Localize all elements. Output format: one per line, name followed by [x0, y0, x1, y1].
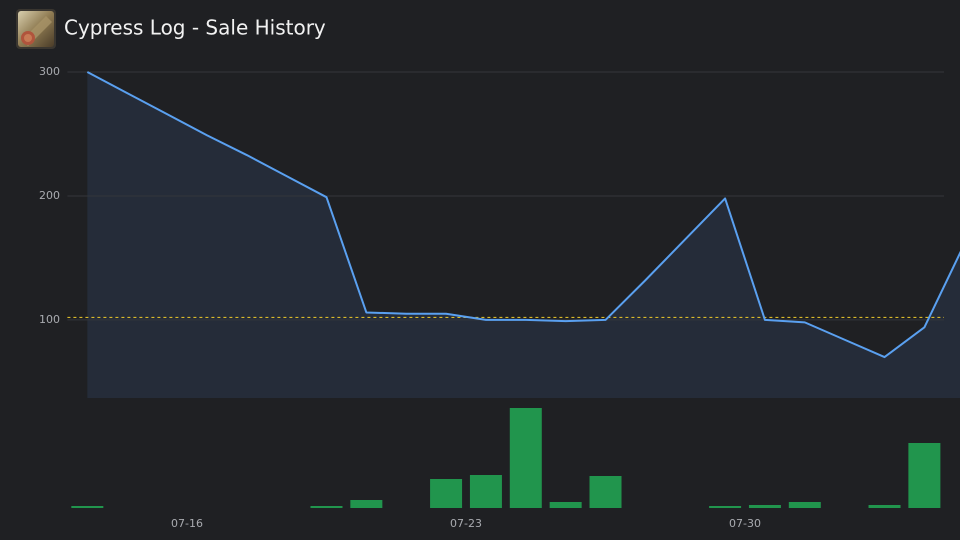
item-icon	[16, 9, 56, 49]
volume-bar	[589, 476, 622, 508]
volume-bar	[549, 502, 582, 508]
volume-bar	[868, 505, 901, 508]
volume-bar	[71, 506, 104, 508]
plot	[67, 71, 960, 508]
x-tick-label: 07-16	[171, 517, 203, 530]
volume-bar	[350, 500, 383, 508]
y-tick-label: 100	[39, 313, 60, 326]
price-line	[86, 71, 960, 359]
volume-bar	[310, 506, 343, 508]
y-tick-label: 200	[39, 189, 60, 202]
volume-bar	[908, 443, 941, 508]
volume-bar	[709, 506, 742, 508]
area	[87, 72, 960, 398]
y-tick-label: 300	[39, 65, 60, 78]
volume-bar	[509, 408, 542, 508]
x-tick-label: 07-30	[729, 517, 761, 530]
volume-bar	[788, 502, 821, 508]
x-tick-label: 07-23	[450, 517, 482, 530]
chart-title: Cypress Log - Sale History	[64, 16, 326, 40]
volume-bar	[469, 475, 502, 508]
volume-bar	[430, 479, 463, 508]
volume-bar	[748, 505, 781, 508]
